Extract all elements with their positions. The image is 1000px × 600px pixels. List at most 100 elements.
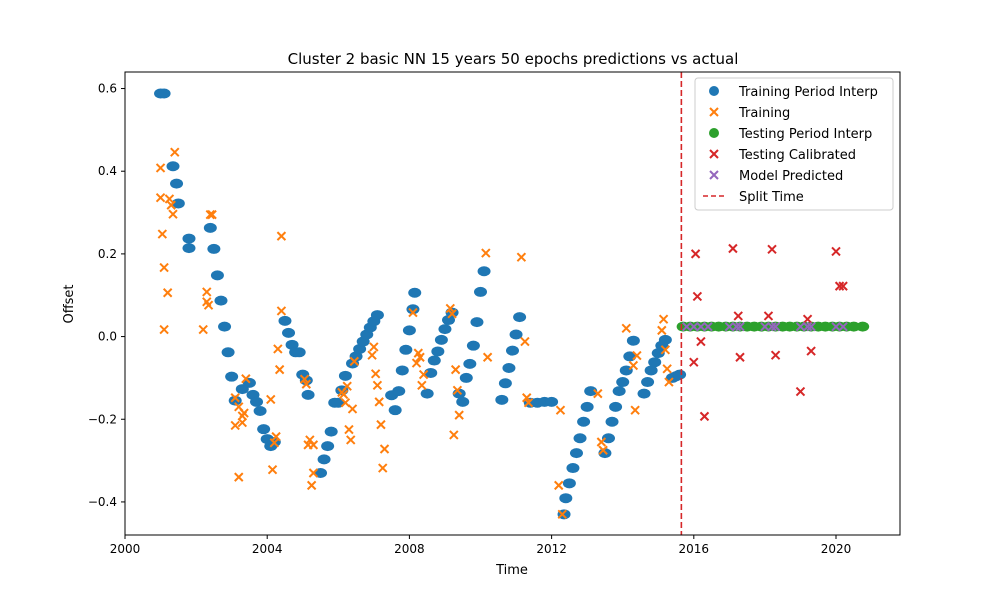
- data-point: [644, 365, 658, 376]
- data-point: [735, 321, 745, 332]
- y-tick-label: −0.4: [88, 495, 117, 509]
- data-point: [648, 357, 662, 368]
- data-point: [580, 401, 594, 412]
- data-point: [696, 336, 706, 347]
- data-point: [372, 380, 383, 391]
- data-point: [342, 381, 352, 391]
- data-point: [418, 369, 429, 380]
- data-point: [237, 417, 248, 428]
- data-point: [274, 364, 285, 375]
- data-point: [838, 321, 848, 332]
- legend: Training Period Interp Training Testing Pe…: [694, 77, 894, 211]
- data-point: [431, 346, 445, 357]
- data-point: [344, 424, 354, 435]
- data-point: [690, 249, 701, 259]
- legend-label: Training Period Interp: [738, 85, 878, 100]
- data-point: [795, 386, 806, 397]
- data-point: [402, 325, 416, 336]
- x-tick-label: 2008: [394, 542, 425, 556]
- data-point: [241, 374, 251, 384]
- data-point: [392, 386, 406, 397]
- data-point: [388, 405, 402, 416]
- data-point: [770, 321, 781, 332]
- data-point: [207, 209, 217, 220]
- data-point: [577, 416, 591, 427]
- data-point: [662, 364, 672, 374]
- data-point: [166, 200, 176, 210]
- data-point: [424, 367, 438, 378]
- data-point: [559, 493, 573, 504]
- data-point: [157, 229, 168, 239]
- data-point: [601, 433, 615, 444]
- data-point: [228, 395, 242, 406]
- x-axis: 2000 2004 2008 2012 2016 2020: [110, 535, 851, 556]
- data-point: [301, 389, 315, 400]
- data-point: [573, 433, 587, 444]
- data-point: [735, 352, 745, 362]
- data-point: [324, 426, 338, 437]
- y-tick-label: 0.0: [98, 330, 117, 344]
- data-point: [234, 472, 244, 482]
- data-point: [230, 420, 240, 431]
- x-tick-label: 2016: [679, 542, 710, 556]
- data-point: [509, 329, 523, 340]
- data-point: [367, 350, 377, 360]
- data-point: [450, 364, 461, 375]
- data-point: [557, 509, 567, 520]
- data-point: [696, 321, 706, 332]
- data-point: [452, 385, 463, 396]
- data-point: [545, 396, 559, 407]
- data-point: [445, 303, 455, 314]
- data-point: [664, 377, 674, 387]
- data-point: [728, 243, 738, 254]
- data-point: [317, 454, 331, 465]
- data-point: [569, 448, 583, 459]
- legend-label: Model Predicted: [739, 169, 843, 184]
- data-point: [554, 480, 564, 491]
- data-point: [459, 372, 473, 383]
- plot-frame: [124, 71, 901, 536]
- data-point: [399, 344, 413, 355]
- data-point: [408, 307, 418, 318]
- data-point: [171, 198, 185, 209]
- data-point: [456, 396, 470, 407]
- data-point: [159, 324, 169, 335]
- data-point: [466, 340, 480, 351]
- x-tick-label: 2012: [536, 542, 567, 556]
- data-point: [562, 478, 576, 489]
- data-point: [155, 163, 166, 173]
- data-point: [733, 311, 743, 321]
- legend-marker: [709, 170, 719, 180]
- data-point: [203, 222, 217, 233]
- data-point: [225, 371, 239, 382]
- data-point: [162, 288, 173, 298]
- legend-marker: [709, 86, 719, 96]
- data-point: [210, 270, 224, 281]
- data-point: [621, 323, 631, 334]
- data-point: [182, 233, 196, 244]
- data-point: [658, 334, 672, 345]
- data-point: [616, 377, 630, 388]
- data-point: [221, 347, 235, 358]
- data-point: [731, 321, 742, 332]
- data-point: [703, 321, 713, 332]
- data-point: [449, 430, 459, 440]
- data-point: [346, 435, 356, 445]
- data-point: [321, 441, 335, 452]
- data-point: [495, 394, 509, 405]
- data-point: [498, 378, 512, 389]
- data-point: [203, 300, 214, 310]
- series-3: [689, 243, 848, 422]
- data-point: [566, 463, 580, 474]
- data-point: [182, 243, 196, 254]
- data-point: [378, 463, 388, 473]
- data-point: [347, 404, 358, 414]
- data-point: [202, 287, 212, 297]
- data-point: [166, 161, 180, 172]
- data-point: [834, 281, 845, 291]
- data-point: [267, 464, 278, 475]
- data-point: [406, 304, 420, 315]
- y-tick-label: −0.2: [88, 412, 117, 426]
- data-point: [847, 321, 861, 332]
- data-point: [438, 324, 452, 335]
